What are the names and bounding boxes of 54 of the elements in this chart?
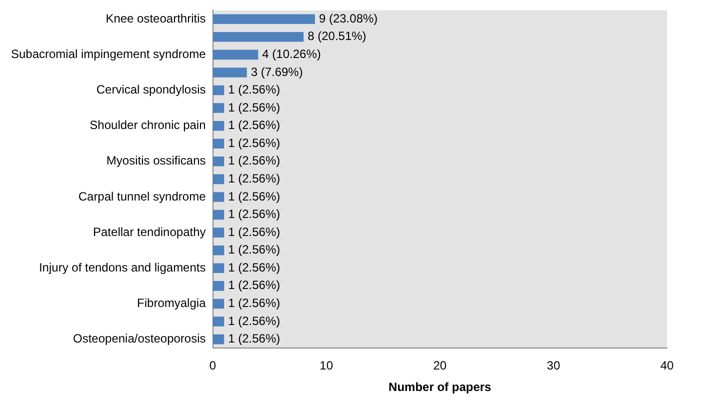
bar [212, 103, 224, 113]
bar [212, 210, 224, 220]
y-tick-label: Subacromial impingement syndrome [10, 46, 206, 61]
bar [212, 174, 224, 184]
y-tick-label: Myositis ossificans [106, 154, 206, 168]
y-tick-label: Shoulder chronic pain [90, 118, 206, 132]
bar [212, 298, 224, 309]
x-tick-label: 0 [209, 358, 216, 373]
y-tick-label: Fibromyalgia [137, 296, 206, 310]
data-label: 1 (2.56%) [228, 172, 280, 186]
y-tick-label: Knee osteoarthritis [106, 11, 206, 26]
bar [212, 32, 304, 42]
bar [212, 263, 224, 274]
data-label: 1 (2.56%) [228, 314, 280, 328]
data-label: 1 (2.56%) [228, 100, 280, 114]
data-label: 9 (23.08%) [318, 11, 378, 26]
x-tick-label: 40 [660, 358, 674, 373]
y-tick-label: Injury of tendons and ligaments [38, 260, 206, 274]
data-label: 1 (2.56%) [228, 224, 280, 239]
data-label: 1 (2.56%) [228, 154, 280, 168]
bar [212, 245, 224, 256]
y-tick-label: Osteopenia/osteoporosis [73, 332, 206, 346]
data-label: 1 (2.56%) [228, 332, 280, 346]
x-axis-title: Number of papers [388, 380, 492, 394]
x-tick-label: 20 [433, 358, 447, 373]
bar [212, 228, 224, 238]
bar [212, 316, 224, 326]
bar [212, 281, 224, 291]
bar [212, 120, 224, 131]
y-tick-label: Carpal tunnel syndrome [78, 189, 206, 204]
bar [212, 68, 247, 78]
data-label: 1 (2.56%) [228, 118, 280, 132]
y-tick-label: Cervical spondylosis [96, 82, 206, 97]
bar [212, 156, 224, 166]
data-label: 1 (2.56%) [228, 260, 280, 274]
data-label: 1 (2.56%) [228, 207, 280, 222]
data-label: 1 (2.56%) [228, 296, 280, 310]
data-label: 4 (10.26%) [262, 46, 321, 61]
data-label: 8 (20.51%) [308, 29, 366, 44]
data-label: 1 (2.56%) [228, 242, 280, 257]
data-label: 1 (2.56%) [228, 189, 280, 204]
data-label: 1 (2.56%) [228, 82, 280, 97]
data-label: 3 (7.69%) [250, 64, 303, 79]
bar [212, 14, 315, 24]
bar [212, 85, 224, 96]
bar [212, 192, 224, 202]
data-label: 1 (2.56%) [228, 136, 280, 150]
data-label: 1 (2.56%) [228, 278, 280, 292]
bar [212, 138, 224, 149]
bar [212, 334, 224, 344]
y-tick-label: Patellar tendinopathy [93, 224, 206, 239]
x-tick-label: 10 [320, 358, 334, 373]
bar [212, 50, 258, 60]
x-tick-label: 30 [546, 358, 560, 373]
